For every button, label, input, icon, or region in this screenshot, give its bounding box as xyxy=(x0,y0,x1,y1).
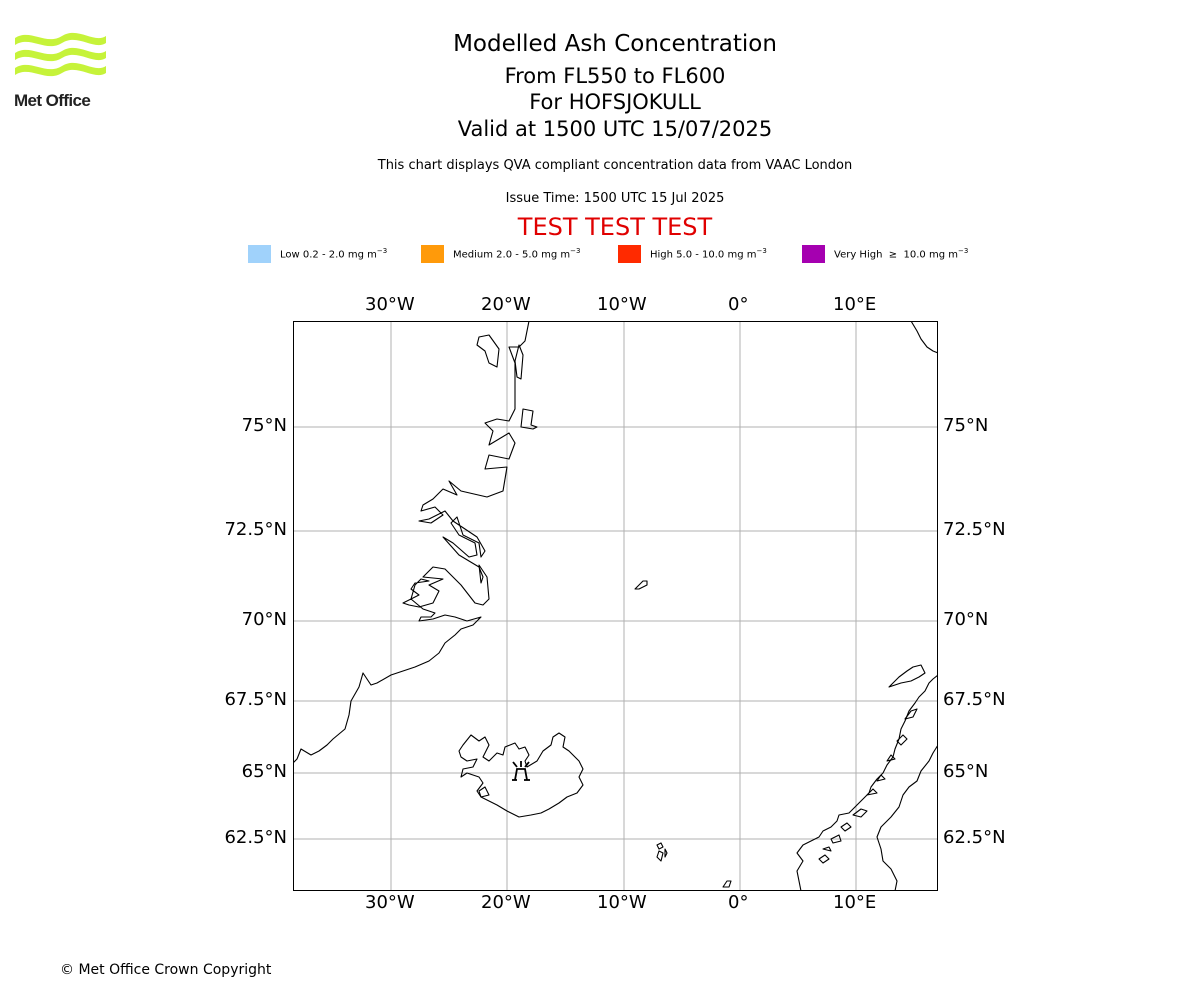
map-frame xyxy=(293,321,938,891)
met-office-wordmark: Met Office xyxy=(14,91,91,110)
met-office-waves-icon xyxy=(15,32,106,77)
legend-swatch-low xyxy=(248,245,271,263)
volcano-name: For HOFSJOKULL xyxy=(529,90,701,114)
legend-label-low: Low 0.2 - 2.0 mg m−3 xyxy=(280,247,388,261)
copyright-notice: © Met Office Crown Copyright xyxy=(60,962,272,978)
lat-tick-left-65n: 65°N xyxy=(241,761,287,782)
lon-tick-bottom-20w: 20°W xyxy=(481,892,531,913)
lat-tick-left-75n: 75°N xyxy=(241,415,287,436)
lat-tick-right-70n: 70°N xyxy=(943,609,989,630)
lon-tick-top-0: 0° xyxy=(728,294,749,315)
lat-tick-right-65n: 65°N xyxy=(943,761,989,782)
valid-time: Valid at 1500 UTC 15/07/2025 xyxy=(457,117,773,141)
iceland-coastline xyxy=(458,732,584,818)
map-panel xyxy=(293,321,938,891)
lon-tick-top-20w: 20°W xyxy=(481,294,531,315)
lat-tick-right-72-5n: 72.5°N xyxy=(943,519,1006,540)
norway-islands-north xyxy=(866,664,926,796)
lon-tick-top-10w: 10°W xyxy=(597,294,647,315)
norway-coast-inner xyxy=(876,744,938,891)
lon-tick-bottom-10e: 10°E xyxy=(833,892,877,913)
faroe-islands xyxy=(656,842,668,862)
lat-tick-right-75n: 75°N xyxy=(943,415,989,436)
lon-tick-top-10e: 10°E xyxy=(833,294,877,315)
norway-islands-south xyxy=(818,808,868,864)
lon-tick-bottom-30w: 30°W xyxy=(365,892,415,913)
legend-swatch-medium xyxy=(421,245,444,263)
jan-mayen-island xyxy=(634,580,648,590)
lat-tick-left-67-5n: 67.5°N xyxy=(224,689,287,710)
legend-label-very-high: Very High ≥ 10.0 mg m−3 xyxy=(834,247,969,261)
svalbard-coastline xyxy=(910,321,938,354)
met-office-logo: Met Office xyxy=(14,30,110,112)
volcano-icon xyxy=(512,761,530,781)
legend-swatch-very-high xyxy=(802,245,825,263)
lat-tick-right-62-5n: 62.5°N xyxy=(943,827,1006,848)
lat-tick-left-70n: 70°N xyxy=(241,609,287,630)
lon-tick-bottom-0: 0° xyxy=(728,892,749,913)
legend-label-medium: Medium 2.0 - 5.0 mg m−3 xyxy=(453,247,581,261)
lat-tick-left-72-5n: 72.5°N xyxy=(224,519,287,540)
graticule xyxy=(293,321,938,891)
chart-description: This chart displays QVA compliant concen… xyxy=(377,158,853,173)
legend-swatch-high xyxy=(618,245,641,263)
lat-tick-left-62-5n: 62.5°N xyxy=(224,827,287,848)
lon-tick-top-30w: 30°W xyxy=(365,294,415,315)
lon-tick-bottom-10w: 10°W xyxy=(597,892,647,913)
iceland-westfjords xyxy=(478,786,490,798)
test-banner: TEST TEST TEST xyxy=(517,213,713,241)
greenland-coastline xyxy=(293,321,530,764)
chart-title: Modelled Ash Concentration xyxy=(453,31,777,57)
greenland-peninsula xyxy=(520,408,538,430)
shetland-islands xyxy=(722,880,732,888)
issue-time: Issue Time: 1500 UTC 15 Jul 2025 xyxy=(505,191,725,206)
lat-tick-right-67-5n: 67.5°N xyxy=(943,689,1006,710)
greenland-island-north xyxy=(476,334,524,380)
flight-level-range: From FL550 to FL600 xyxy=(504,64,726,88)
legend-label-high: High 5.0 - 10.0 mg m−3 xyxy=(650,247,767,261)
norway-coastline xyxy=(796,674,938,891)
